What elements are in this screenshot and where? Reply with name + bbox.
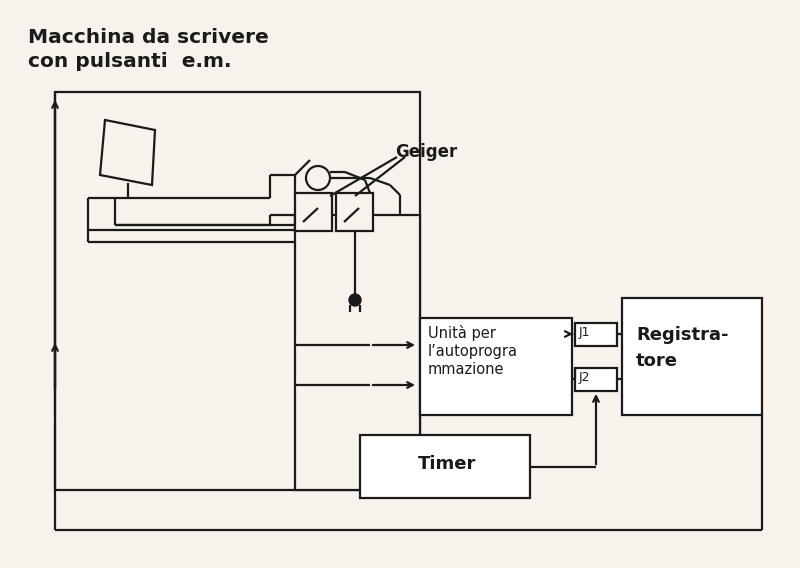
Text: tore: tore xyxy=(636,352,678,370)
Bar xyxy=(295,193,332,231)
Bar xyxy=(575,368,617,391)
Bar xyxy=(55,92,420,490)
Text: mmazione: mmazione xyxy=(428,362,505,377)
Text: l’autoprogra: l’autoprogra xyxy=(428,344,518,359)
Text: Macchina da scrivere: Macchina da scrivere xyxy=(28,28,269,47)
Text: Timer: Timer xyxy=(418,455,476,473)
Bar xyxy=(336,193,373,231)
Text: Unità per: Unità per xyxy=(428,325,496,341)
Bar xyxy=(295,215,420,490)
Text: Registra-: Registra- xyxy=(636,326,729,344)
Text: Geiger: Geiger xyxy=(395,143,458,161)
Circle shape xyxy=(349,294,361,306)
Bar xyxy=(420,318,572,415)
Bar xyxy=(622,298,762,415)
Bar xyxy=(360,435,530,498)
Text: J1: J1 xyxy=(579,326,590,339)
Text: con pulsanti  e.m.: con pulsanti e.m. xyxy=(28,52,231,71)
Text: J2: J2 xyxy=(579,371,590,384)
Bar xyxy=(575,323,617,346)
